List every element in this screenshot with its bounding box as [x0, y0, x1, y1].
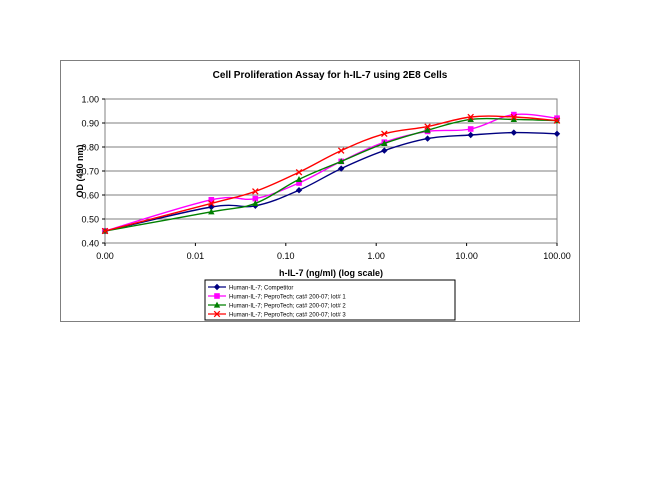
x-tick-label: 10.00 — [455, 251, 478, 261]
data-point — [467, 126, 474, 132]
y-tick-label: 0.50 — [81, 215, 99, 225]
data-point — [467, 116, 474, 122]
data-point — [337, 165, 345, 172]
data-point — [252, 195, 259, 202]
x-axis-ticks: 0.00 0.01 0.10 1.00 10.00 100.00 — [96, 243, 571, 261]
data-point — [381, 130, 388, 138]
legend-box — [204, 279, 456, 321]
data-point — [424, 135, 431, 142]
data-point — [295, 176, 303, 182]
grid-lines — [105, 98, 557, 220]
legend-label: Human-IL-7; PeproTech; cat# 200-07; lot#… — [229, 295, 346, 301]
data-point — [424, 123, 431, 130]
y-tick-label: 0.40 — [81, 239, 99, 249]
series-group — [101, 111, 561, 235]
data-point — [252, 188, 259, 195]
legend-marker — [214, 293, 220, 299]
data-point — [553, 130, 561, 137]
x-tick-label: 1.00 — [367, 251, 385, 261]
legend-entry: Human-IL-7; PeproTech; cat# 200-07; lot#… — [208, 301, 346, 310]
legend-label: Human-IL-7; PeproTech; cat# 200-07; lot#… — [229, 304, 346, 310]
data-point — [208, 200, 215, 207]
data-point — [337, 158, 345, 164]
data-point — [101, 227, 109, 235]
series-line — [104, 131, 558, 232]
legend-entry: Human-IL-7; PeproTech; cat# 200-07; lot#… — [208, 293, 346, 301]
y-tick-label: 0.60 — [81, 191, 99, 201]
legend: Human-IL-7; Competitor Human-IL-7; PeproT… — [204, 279, 456, 321]
data-point — [511, 111, 517, 118]
legend-label: Human-IL-7; Competitor — [229, 286, 293, 292]
data-point — [208, 197, 215, 203]
data-point — [510, 129, 518, 136]
series-line — [104, 115, 558, 232]
y-tick-label: 0.80 — [81, 143, 99, 153]
data-point — [295, 168, 303, 176]
data-point — [510, 113, 518, 121]
y-tick-label: 0.90 — [81, 119, 99, 129]
series-line — [104, 117, 558, 232]
legend-marker — [213, 301, 221, 308]
data-point — [381, 147, 388, 154]
data-point — [424, 126, 431, 133]
x-axis-label: h-IL-7 (ng/ml) (log scale) — [279, 268, 383, 278]
data-point — [510, 116, 518, 122]
chart-frame — [60, 60, 580, 322]
legend-label: Human-IL-7; PeproTech; cat# 200-07; lot#… — [229, 313, 346, 319]
y-tick-label: 1.00 — [81, 95, 99, 105]
legend-marker — [213, 283, 221, 291]
y-axis-label: OD (490 nm) — [75, 144, 85, 197]
data-point — [467, 131, 474, 139]
x-tick-label: 100.00 — [543, 251, 571, 261]
y-tick-label: 0.70 — [81, 167, 99, 177]
data-point — [208, 208, 215, 215]
x-tick-label: 0.01 — [187, 251, 205, 261]
data-point — [296, 180, 302, 186]
data-point — [337, 147, 345, 154]
data-point — [295, 187, 303, 194]
chart-title: Cell Proliferation Assay for h-IL-7 usin… — [213, 70, 448, 81]
legend-entry: Human-IL-7; Competitor — [208, 283, 293, 292]
legend-entry: Human-IL-7; PeproTech; cat# 200-07; lot#… — [208, 310, 346, 319]
data-point — [467, 113, 474, 121]
legend-marker — [213, 310, 221, 318]
data-point — [553, 117, 561, 124]
series-4 — [101, 113, 561, 235]
data-point — [381, 140, 388, 146]
x-tick-label: 0.10 — [277, 251, 295, 261]
data-point — [252, 200, 259, 206]
x-tick-label: 0.00 — [96, 251, 114, 261]
